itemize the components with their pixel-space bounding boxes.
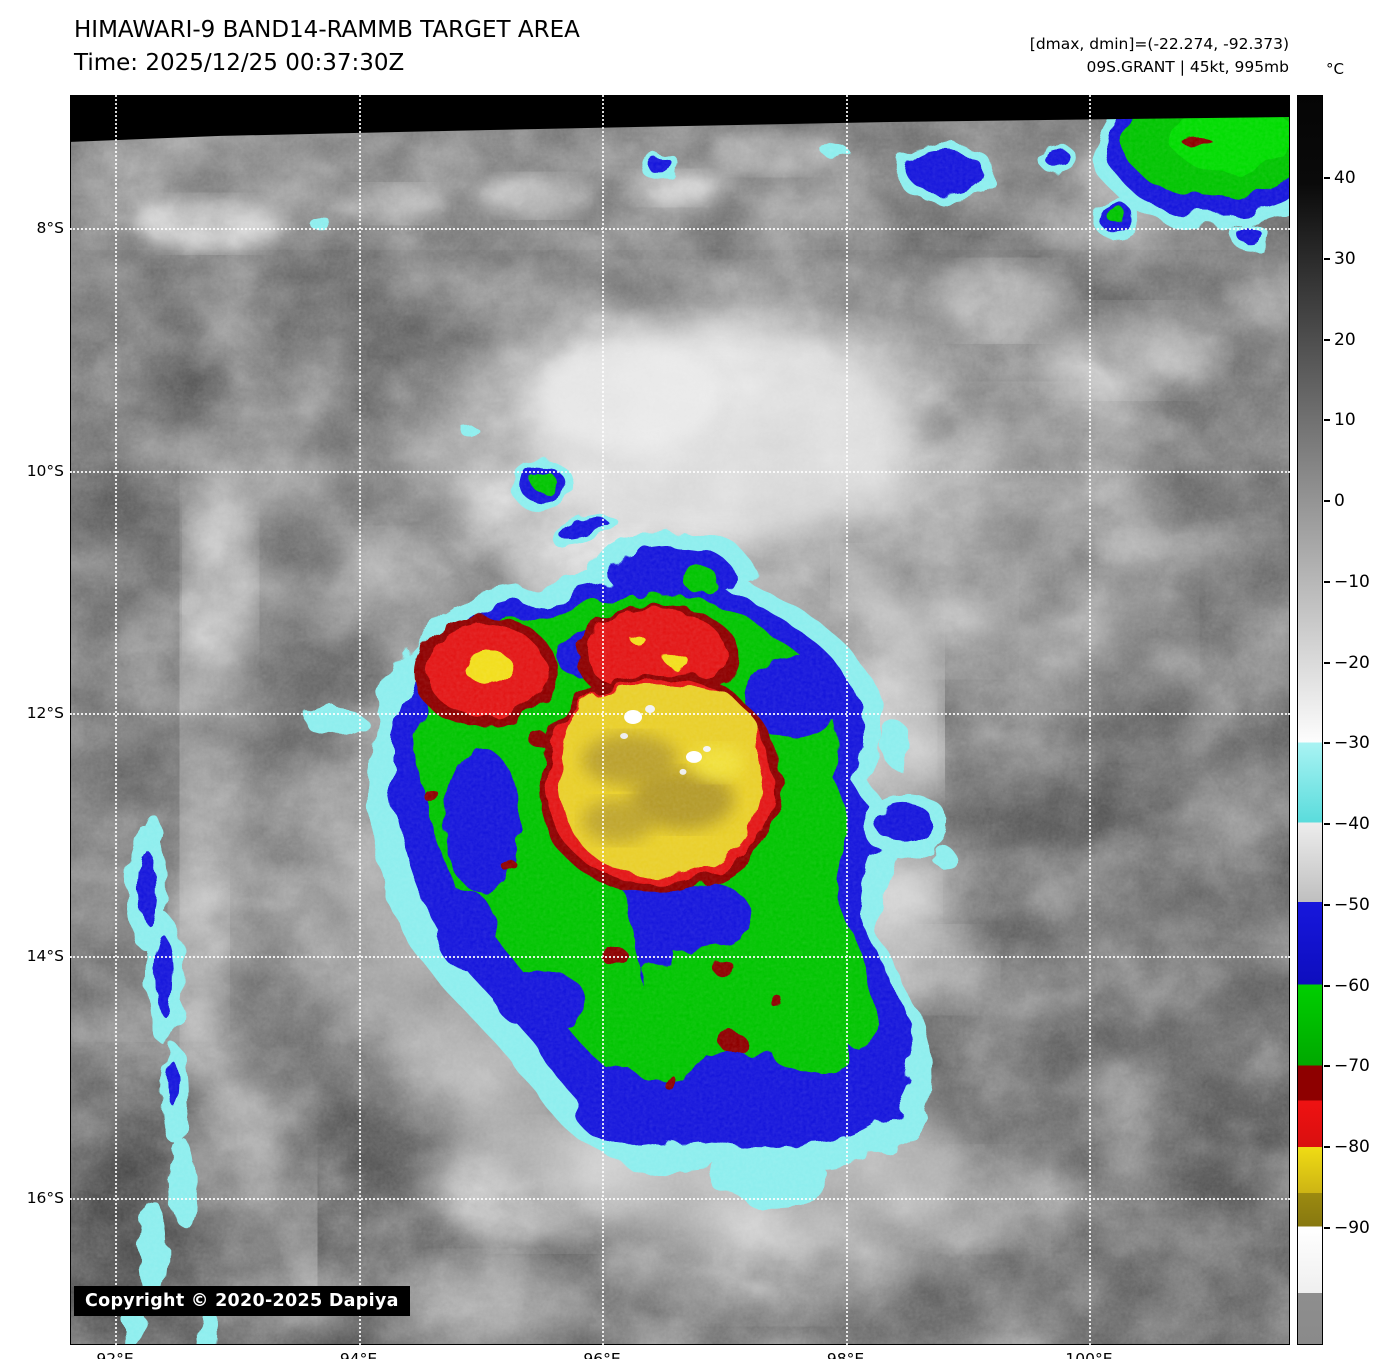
colorbar-tick-label: −40 [1334,814,1370,835]
colorbar-tick-label: −60 [1334,975,1370,996]
colorbar-unit-label: °C [1326,60,1344,78]
longitude-label: 98°E [826,1350,865,1359]
readout-block: [dmax, dmin]=(-22.274, -92.373) 09S.GRAN… [1030,33,1289,79]
satellite-image [71,96,1289,1344]
longitude-label: 92°E [96,1350,134,1359]
colorbar-tick-mark [1324,823,1330,826]
colorbar-gradient [1297,95,1323,1345]
page-title: HIMAWARI-9 BAND14-RAMMB TARGET AREA [74,17,580,43]
colorbar-tick-label: 10 [1334,410,1356,431]
header: HIMAWARI-9 BAND14-RAMMB TARGET AREA Time… [74,14,580,80]
colorbar-tick-mark [1324,419,1330,422]
colorbar-tick-mark [1324,661,1330,664]
colorbar-tick-label: −10 [1334,571,1370,592]
colorbar-tick-mark [1324,903,1330,906]
latitude-label: 14°S [26,946,64,965]
longitude-label: 94°E [339,1350,378,1359]
colorbar-tick-label: −90 [1334,1217,1370,1238]
colorbar-tick-mark [1324,580,1330,583]
satellite-map-frame [70,95,1290,1345]
colorbar-tick-mark [1324,1146,1330,1149]
colorbar-tick-label: 0 [1334,491,1345,512]
colorbar-tick-label: −30 [1334,733,1370,754]
colorbar-tick-mark [1324,177,1330,179]
colorbar-tick-label: −20 [1334,652,1370,673]
latitude-label: 8°S [36,219,64,237]
colorbar-tick-label: 40 [1334,168,1356,188]
colorbar-tick-label: −50 [1334,894,1370,915]
colorbar-tick-label: 30 [1334,248,1356,269]
longitude-label: 96°E [583,1350,621,1359]
colorbar-tick-mark [1324,500,1330,503]
latitude-label: 10°S [26,461,64,480]
colorbar-tick-mark [1324,984,1330,987]
timestamp: Time: 2025/12/25 00:37:30Z [74,50,405,76]
storm-readout: 09S.GRANT | 45kt, 995mb [1086,58,1289,76]
colorbar-tick-mark [1324,257,1330,260]
colorbar-tick-mark [1324,338,1330,341]
colorbar-tick-label: −70 [1334,1056,1370,1077]
copyright-badge: Copyright © 2020-2025 Dapiya [74,1286,410,1316]
colorbar-tick-mark [1324,742,1330,745]
scan-edge-wedge [71,96,1289,142]
colorbar-tick-label: 20 [1334,329,1356,350]
colorbar-tick-mark [1324,1226,1330,1229]
colorbar-tick-mark [1324,1065,1330,1068]
colorbar-tick-label: −80 [1334,1137,1370,1158]
longitude-label: 100°E [1065,1350,1113,1359]
latitude-label: 12°S [26,704,64,722]
latitude-label: 16°S [26,1189,64,1207]
dmax-dmin-readout: [dmax, dmin]=(-22.274, -92.373) [1029,35,1289,53]
